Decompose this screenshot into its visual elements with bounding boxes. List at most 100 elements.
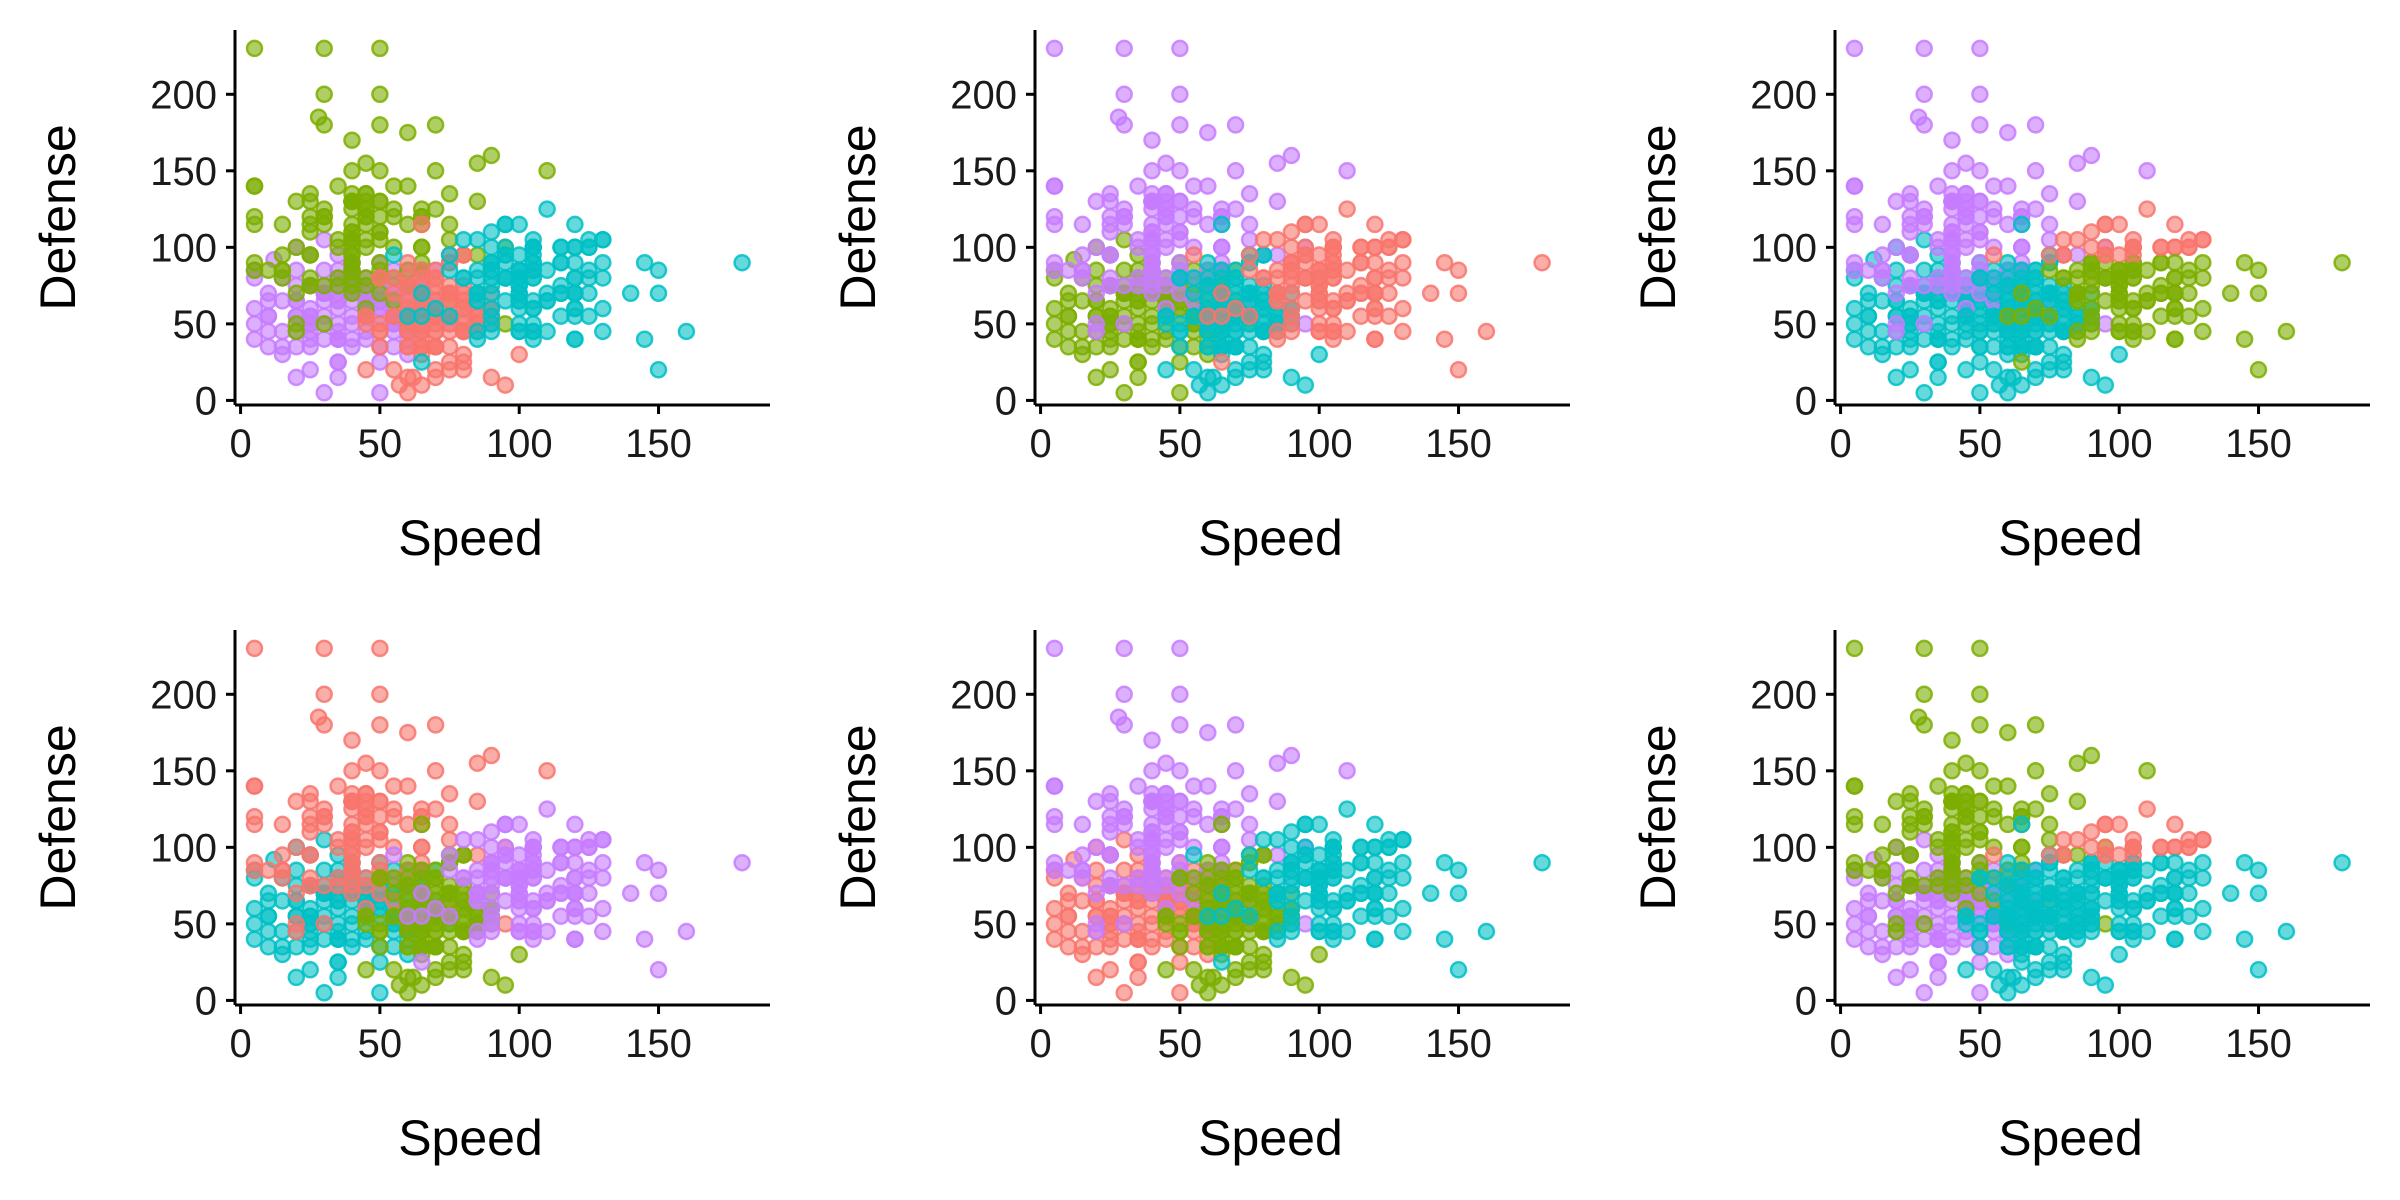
data-point	[399, 177, 417, 195]
data-point	[1296, 269, 1315, 287]
data-point	[1199, 123, 1217, 142]
x-tick-label: 100	[1286, 422, 1353, 466]
data-point	[1129, 953, 1147, 971]
data-point	[468, 930, 487, 948]
data-point	[329, 968, 347, 987]
data-point	[1129, 353, 1147, 371]
data-point	[1087, 884, 1106, 903]
y-tick-label: 150	[950, 750, 1017, 794]
data-point	[649, 861, 668, 880]
data-point	[315, 639, 333, 658]
data-point	[1943, 131, 1961, 149]
data-point	[385, 246, 403, 264]
data-point	[1999, 723, 2017, 742]
data-point	[1115, 685, 1133, 704]
data-point	[259, 322, 278, 341]
data-point	[1338, 762, 1356, 780]
data-point	[301, 192, 319, 211]
data-point	[454, 830, 473, 849]
data-point	[1129, 368, 1147, 387]
data-point	[1901, 869, 1919, 887]
data-point	[2040, 938, 2059, 956]
data-point	[2096, 869, 2115, 887]
data-point	[357, 830, 375, 849]
data-point	[1199, 338, 1217, 356]
data-point	[404, 968, 423, 987]
data-point	[454, 345, 473, 364]
data-point	[1101, 961, 1119, 979]
data-point	[371, 253, 389, 272]
data-point	[1212, 284, 1231, 303]
data-point	[1212, 200, 1231, 218]
data-point	[343, 215, 361, 234]
data-point	[1143, 338, 1161, 356]
data-point	[1296, 976, 1315, 994]
data-point	[1845, 299, 1864, 318]
y-tick-label: 100	[1750, 226, 1817, 270]
data-point	[1999, 253, 2017, 272]
data-point	[1212, 307, 1231, 325]
data-point	[1073, 292, 1092, 310]
data-point	[1073, 345, 1092, 364]
data-point	[1971, 253, 1989, 272]
x-axis-title: Speed	[398, 510, 543, 566]
data-point	[2166, 215, 2184, 234]
data-point	[2082, 368, 2101, 387]
data-point	[649, 284, 668, 303]
data-point	[1073, 945, 1092, 964]
data-point	[1115, 39, 1133, 58]
data-point	[1435, 930, 1454, 948]
data-point	[245, 815, 264, 834]
data-point	[1199, 177, 1217, 195]
data-point	[1380, 307, 1398, 325]
data-point	[2152, 876, 2170, 895]
data-point	[1985, 200, 2003, 218]
data-point	[315, 200, 333, 218]
data-point	[468, 292, 487, 310]
data-point	[1845, 930, 1864, 948]
data-point	[1873, 846, 1892, 864]
data-point	[1915, 861, 1933, 880]
data-point	[2249, 284, 2268, 303]
data-point	[1338, 162, 1356, 180]
data-point	[1199, 253, 1217, 272]
data-point	[1957, 230, 1975, 249]
data-point	[1394, 869, 1412, 887]
data-point	[412, 284, 431, 303]
data-point	[1171, 938, 1189, 956]
data-point	[1143, 762, 1161, 780]
data-point	[2026, 938, 2045, 956]
data-point	[1199, 777, 1217, 795]
data-point	[2082, 746, 2101, 765]
data-point	[1212, 815, 1231, 834]
data-point	[733, 253, 751, 272]
data-point	[1845, 215, 1864, 234]
data-point	[301, 930, 319, 948]
data-point	[2026, 961, 2045, 979]
data-point	[1143, 284, 1161, 303]
data-point	[426, 961, 445, 979]
data-point	[2194, 230, 2212, 249]
data-point	[482, 968, 501, 987]
data-point	[468, 892, 487, 910]
data-point	[1240, 815, 1259, 834]
data-point	[468, 792, 487, 811]
data-point	[2054, 345, 2073, 364]
data-point	[1268, 892, 1287, 910]
data-point	[1887, 922, 1906, 941]
data-point	[1845, 253, 1864, 272]
data-point	[1957, 961, 1975, 979]
data-point	[343, 192, 361, 211]
data-point	[1971, 384, 1989, 402]
data-point	[1971, 639, 1989, 658]
data-point	[2040, 246, 2059, 264]
data-point	[2082, 223, 2101, 241]
data-point	[245, 299, 264, 318]
data-point	[1338, 292, 1356, 310]
data-point	[1185, 800, 1203, 818]
data-point	[1366, 930, 1384, 948]
data-point	[315, 716, 333, 734]
data-point	[1282, 823, 1301, 841]
x-tick-label: 50	[358, 422, 403, 466]
data-point	[2026, 716, 2045, 734]
